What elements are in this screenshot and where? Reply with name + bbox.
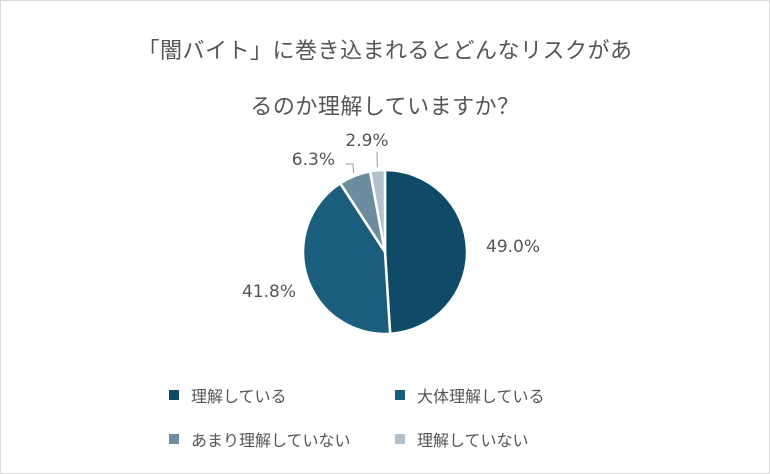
data-label-daitai-rikai: 41.8% <box>242 282 296 302</box>
legend-swatch <box>395 434 405 444</box>
legend-swatch <box>169 390 179 400</box>
legend-swatch <box>169 434 179 444</box>
legend-label: 大体理解している <box>417 387 545 406</box>
legend-swatch <box>395 390 405 400</box>
legend-label: あまり理解していない <box>191 431 351 450</box>
legend-item-amari-rikai-shiteinai: あまり理解していない <box>169 427 351 451</box>
data-label-amari-rikai-shiteinai: 6.3% <box>292 150 335 170</box>
chart-title-line1: 「闇バイト」に巻き込まれるとどんなリスクがあ <box>137 39 633 64</box>
legend-item-rikai-shiteinai: 理解していない <box>395 427 529 451</box>
legend-item-rikai-shiteiru: 理解している <box>169 383 287 407</box>
chart-title-line2: るのか理解していますか？ <box>250 95 520 120</box>
leader-line-amari-rikai-shiteinai <box>346 163 354 174</box>
pie-slice-rikai-shiteiru <box>383 168 469 336</box>
legend-label: 理解している <box>191 387 287 406</box>
pie-slice-daitai-rikai <box>301 182 392 336</box>
legend-label: 理解していない <box>417 431 529 450</box>
data-label-rikai-shiteinai: 2.9% <box>345 131 388 151</box>
pie-slice-rikai-shiteinai <box>368 168 387 254</box>
data-label-rikai-shiteiru: 49.0% <box>486 237 540 257</box>
legend-item-daitai-rikai: 大体理解している <box>395 383 545 407</box>
